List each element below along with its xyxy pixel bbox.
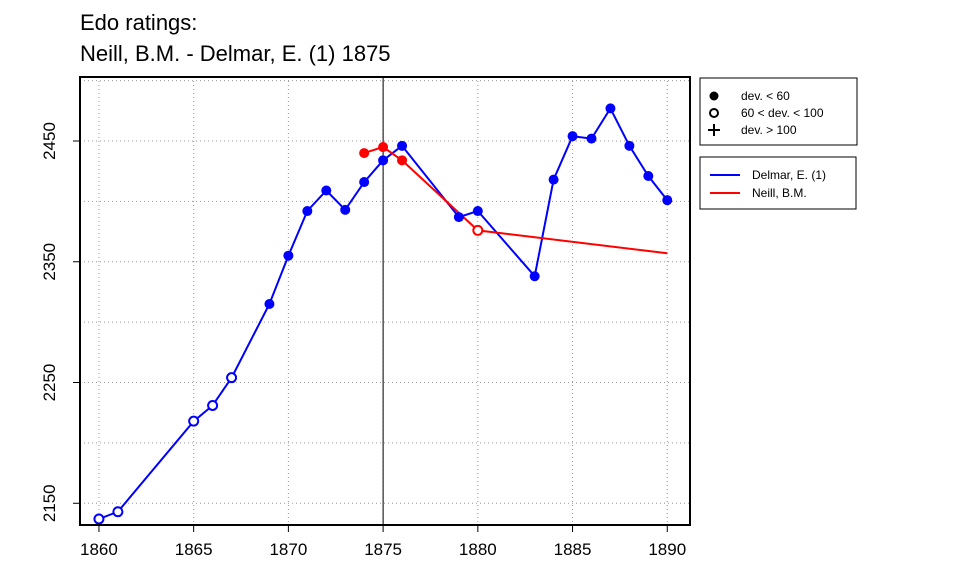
open-circle-symbol — [709, 108, 719, 118]
data-point — [302, 206, 313, 217]
series-line-1 — [363, 145, 668, 255]
x-tick-label: 1865 — [175, 540, 213, 559]
series-legend-label: Delmar, E. (1) — [752, 168, 826, 182]
series-legend-label: Neill, B.M. — [752, 186, 807, 200]
data-point — [567, 131, 578, 142]
filled-circle-symbol — [709, 91, 719, 101]
data-point — [397, 155, 408, 166]
data-point — [378, 142, 389, 153]
data-point — [264, 299, 275, 310]
marker-legend-box — [699, 77, 858, 146]
x-tick-label: 1890 — [648, 540, 686, 559]
data-point — [207, 399, 219, 411]
chart-title-line-1: Edo ratings: — [80, 10, 198, 35]
data-point — [321, 185, 332, 196]
data-point — [472, 224, 484, 236]
data-point — [188, 415, 200, 427]
plot-frame — [79, 76, 691, 526]
marker-legend: dev. < 60 60 < dev. < 100 dev. > 100 — [699, 77, 858, 146]
data-point — [283, 250, 294, 261]
y-tick-label: 2150 — [40, 484, 59, 522]
series-legend-box — [699, 156, 857, 210]
data-point — [548, 174, 559, 185]
marker-legend-label: dev. < 60 — [741, 89, 790, 103]
chart-title-line-2: Neill, B.M. - Delmar, E. (1) 1875 — [80, 41, 391, 66]
x-tick-label: 1880 — [459, 540, 497, 559]
data-point — [378, 155, 389, 166]
marker-legend-label: dev. > 100 — [741, 123, 797, 137]
x-tick-label: 1885 — [554, 540, 592, 559]
data-point — [93, 513, 105, 525]
series-legend: Delmar, E. (1) Neill, B.M. — [699, 156, 857, 210]
marker-legend-label: 60 < dev. < 100 — [741, 106, 824, 120]
data-point — [340, 204, 351, 215]
data-point — [605, 103, 616, 114]
data-markers — [93, 103, 673, 525]
y-tick-label: 2450 — [40, 122, 59, 160]
x-tick-label: 1875 — [364, 540, 402, 559]
data-point — [397, 140, 408, 151]
data-point — [624, 140, 635, 151]
data-point — [453, 212, 464, 223]
y-tick-label: 2250 — [40, 364, 59, 402]
data-point — [643, 171, 654, 182]
data-point — [472, 206, 483, 217]
x-tick-label: 1870 — [269, 540, 307, 559]
data-point — [529, 271, 540, 282]
data-point — [586, 133, 597, 144]
y-tick-label: 2350 — [40, 243, 59, 281]
x-tick-label: 1860 — [80, 540, 118, 559]
data-point — [359, 148, 370, 159]
data-point — [112, 506, 124, 518]
axes: 1860 1865 1870 1875 1880 1885 1890 2150 2250 2350… — [40, 122, 686, 559]
data-point — [226, 372, 238, 384]
data-point — [359, 177, 370, 188]
data-point — [662, 195, 673, 206]
